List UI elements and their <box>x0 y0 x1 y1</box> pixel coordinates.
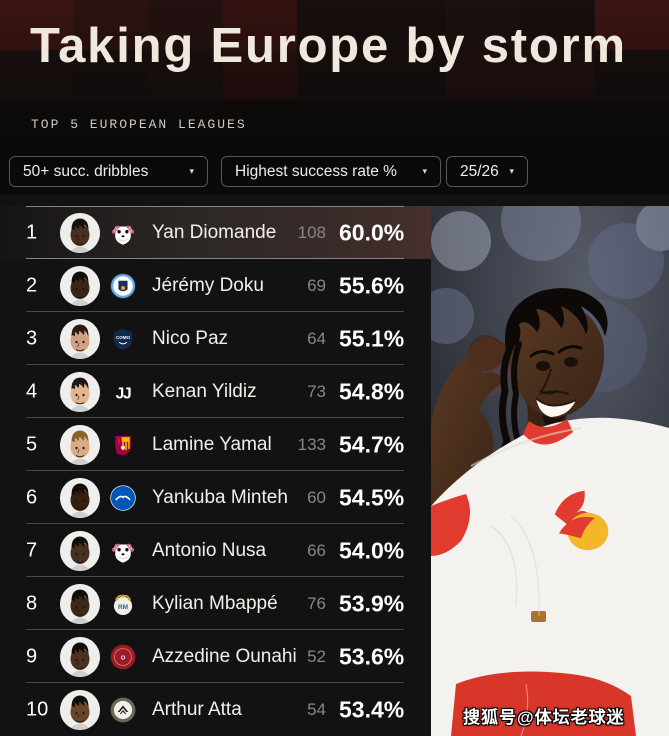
svg-text:O: O <box>121 655 126 661</box>
svg-text:RM: RM <box>118 604 128 611</box>
svg-text:COMO: COMO <box>116 335 131 340</box>
svg-text:JJ: JJ <box>116 385 131 402</box>
